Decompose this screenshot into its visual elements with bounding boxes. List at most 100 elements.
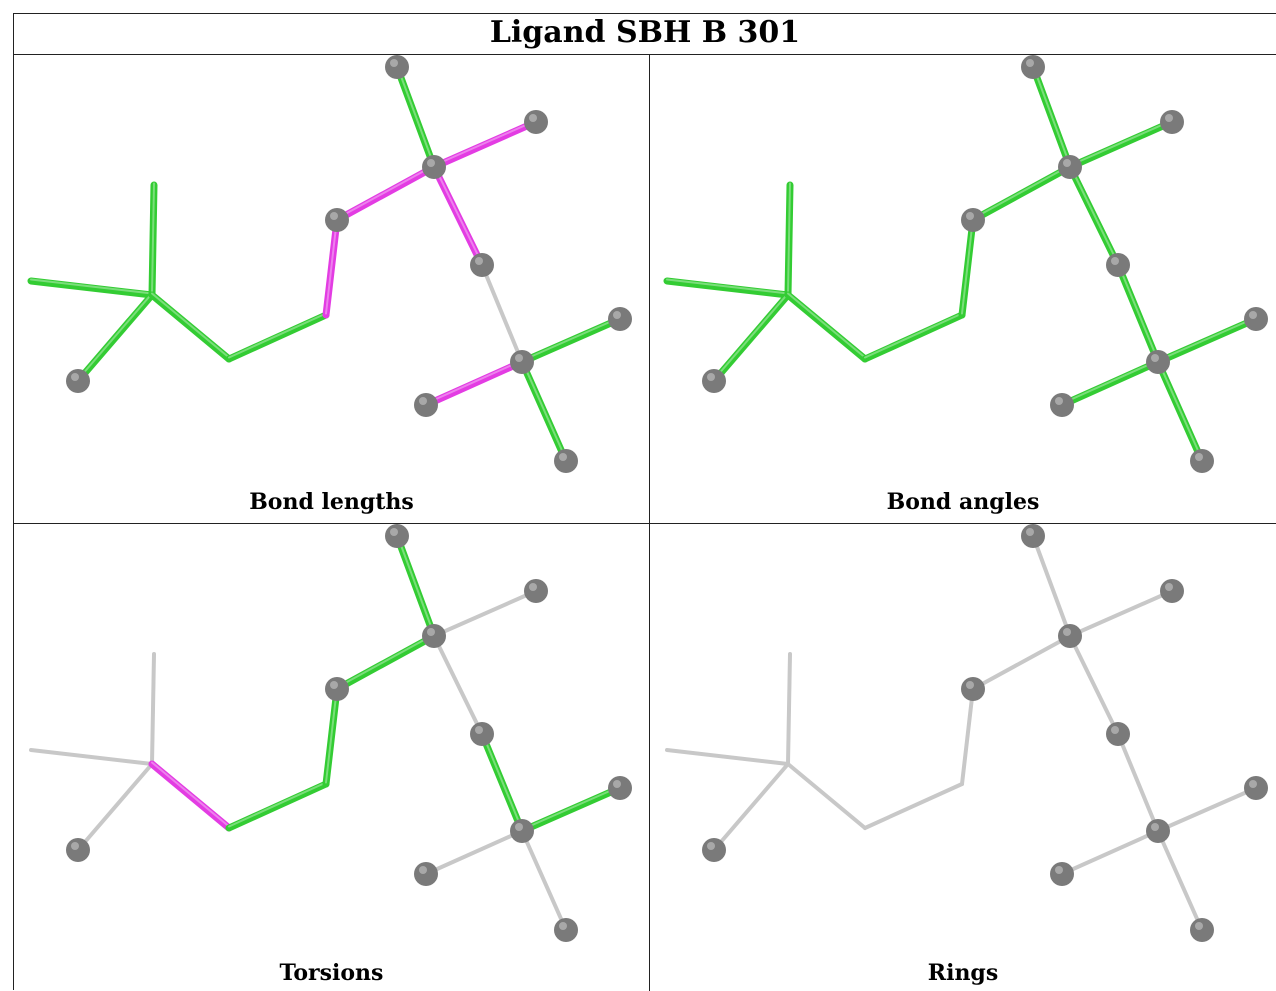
bond-2-1 bbox=[150, 652, 156, 766]
atom-highlight-6 bbox=[330, 212, 338, 220]
atom-highlight-13 bbox=[1055, 866, 1063, 874]
bond-6-7 bbox=[969, 163, 1074, 224]
atom-highlight-3 bbox=[707, 842, 715, 850]
atom-7 bbox=[422, 624, 446, 648]
atom-6 bbox=[325, 677, 349, 701]
atom-14 bbox=[554, 918, 578, 942]
bond-7-8 bbox=[1031, 534, 1072, 638]
bond-highlight-11-12 bbox=[521, 316, 621, 362]
bond-7-8 bbox=[393, 63, 438, 171]
atom-highlight-12 bbox=[1249, 780, 1257, 788]
bond-highlight-11-14 bbox=[521, 359, 567, 461]
atom-7 bbox=[1058, 624, 1082, 648]
bond-11-13 bbox=[422, 358, 526, 409]
bond-7-9 bbox=[1066, 118, 1176, 171]
atom-8 bbox=[385, 524, 409, 548]
bond-2-0 bbox=[665, 748, 790, 766]
bond-7-10 bbox=[1066, 163, 1122, 269]
atom-3 bbox=[702, 838, 726, 862]
bond-7-10 bbox=[432, 634, 484, 736]
bond-highlight-2-0 bbox=[666, 278, 789, 295]
bond-2-4 bbox=[148, 760, 233, 832]
bond-6-7 bbox=[333, 632, 438, 693]
bond-11-14 bbox=[518, 358, 570, 465]
atom-3 bbox=[66, 369, 90, 393]
atom-13 bbox=[414, 862, 438, 886]
atom-highlight-9 bbox=[529, 114, 537, 122]
bond-highlight-2-4 bbox=[151, 292, 230, 359]
bond-7-10 bbox=[430, 163, 486, 269]
panel-bond-angles: Bond angles bbox=[650, 55, 1276, 523]
bond-highlight-11-14 bbox=[1157, 359, 1203, 461]
atom-highlight-8 bbox=[1026, 59, 1034, 67]
bond-11-13 bbox=[424, 829, 524, 876]
atom-13 bbox=[414, 393, 438, 417]
bond-highlight-6-7 bbox=[336, 633, 435, 689]
bond-highlight-2-0 bbox=[30, 278, 153, 295]
atom-highlight-12 bbox=[613, 780, 621, 788]
bond-2-3 bbox=[712, 762, 790, 852]
bond-10-11 bbox=[480, 263, 524, 364]
atom-highlight-8 bbox=[390, 528, 398, 536]
bond-highlight-11-13 bbox=[1061, 359, 1159, 405]
molecule-bond-lengths bbox=[27, 55, 632, 473]
bond-7-9 bbox=[432, 589, 538, 638]
atom-8 bbox=[385, 55, 409, 79]
bond-highlight-7-10 bbox=[433, 164, 483, 265]
molecule-torsions bbox=[29, 524, 632, 942]
bond-7-9 bbox=[430, 118, 540, 171]
atom-9 bbox=[1160, 110, 1184, 134]
bond-7-10 bbox=[1068, 634, 1120, 736]
bond-2-1 bbox=[148, 181, 158, 299]
bond-highlight-5-6 bbox=[325, 686, 338, 784]
atom-highlight-8 bbox=[1026, 528, 1034, 536]
atom-11 bbox=[1146, 350, 1170, 374]
atom-8 bbox=[1021, 524, 1045, 548]
panel-bond-lengths: Bond lengths bbox=[14, 55, 649, 523]
atom-highlight-10 bbox=[475, 257, 483, 265]
bond-highlight-2-4 bbox=[787, 292, 866, 359]
atom-8 bbox=[1021, 55, 1045, 79]
atom-highlight-11 bbox=[515, 354, 523, 362]
bond-highlight-11-12 bbox=[1157, 316, 1257, 362]
bond-highlight-5-6 bbox=[961, 217, 974, 315]
atom-14 bbox=[1190, 449, 1214, 473]
atom-3 bbox=[702, 369, 726, 393]
atom-highlight-3 bbox=[71, 842, 79, 850]
column-divider bbox=[649, 54, 650, 991]
atom-9 bbox=[524, 110, 548, 134]
atom-highlight-9 bbox=[1165, 583, 1173, 591]
molecule-rings bbox=[665, 524, 1268, 942]
atom-highlight-11 bbox=[515, 823, 523, 831]
atom-12 bbox=[608, 307, 632, 331]
atom-3 bbox=[66, 838, 90, 862]
bond-11-13 bbox=[1058, 358, 1162, 409]
bond-7-8 bbox=[393, 532, 438, 640]
figure-table: Ligand SBH B 301 Bond lengths Bond angle… bbox=[13, 13, 1276, 991]
bond-2-4 bbox=[786, 762, 867, 830]
bond-2-3 bbox=[74, 291, 156, 385]
bond-highlight-6-7 bbox=[336, 164, 435, 220]
bond-2-3 bbox=[76, 762, 154, 852]
bond-11-14 bbox=[1154, 358, 1206, 465]
bond-highlight-10-11 bbox=[1117, 262, 1159, 362]
bond-6-7 bbox=[333, 163, 438, 224]
bond-highlight-7-10 bbox=[1069, 164, 1119, 265]
bond-highlight-5-6 bbox=[325, 217, 338, 315]
bond-highlight-11-13 bbox=[425, 359, 523, 405]
bond-highlight-4-5 bbox=[864, 312, 963, 359]
bond-4-5 bbox=[861, 311, 966, 363]
bond-11-13 bbox=[1060, 829, 1160, 876]
bond-4-5 bbox=[863, 782, 964, 830]
bond-highlight-6-7 bbox=[972, 164, 1071, 220]
bond-2-1 bbox=[784, 181, 794, 299]
atom-14 bbox=[1190, 918, 1214, 942]
atom-7 bbox=[422, 155, 446, 179]
bond-highlight-7-9 bbox=[1069, 119, 1173, 167]
bond-4-5 bbox=[225, 780, 330, 832]
atom-9 bbox=[524, 579, 548, 603]
atom-highlight-6 bbox=[966, 681, 974, 689]
atom-7 bbox=[1058, 155, 1082, 179]
atom-highlight-7 bbox=[1063, 628, 1071, 636]
atom-highlight-9 bbox=[529, 583, 537, 591]
